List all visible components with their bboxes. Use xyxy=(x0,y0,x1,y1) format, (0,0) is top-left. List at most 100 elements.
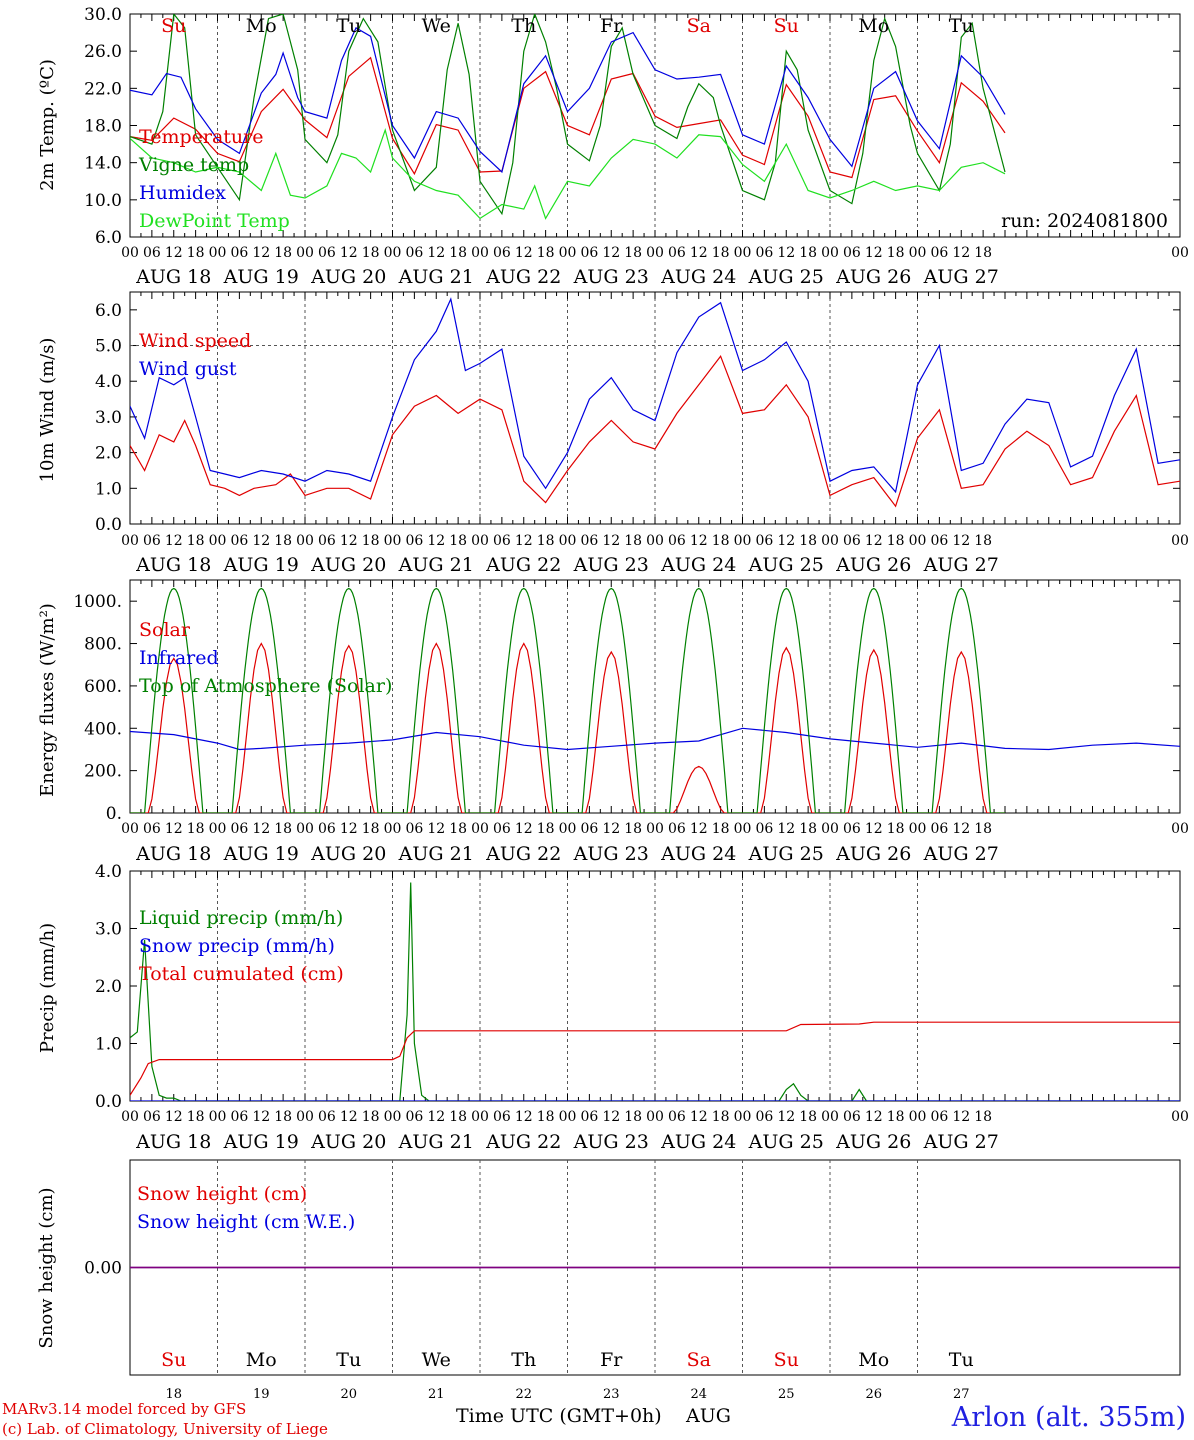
hour-tick-label: 00 xyxy=(821,1109,839,1125)
series-group xyxy=(130,882,1180,1101)
legend-entry: Vigne temp xyxy=(138,154,249,176)
date-label: AUG 25 xyxy=(748,266,824,288)
hour-tick-label: 00 xyxy=(821,245,839,261)
hour-tick-label: 06 xyxy=(405,821,423,837)
date-label: AUG 22 xyxy=(485,1131,561,1153)
hour-tick-label: 00 xyxy=(121,821,139,837)
y-axis-label: Snow height (cm) xyxy=(36,1187,57,1348)
hour-tick-label: 00 xyxy=(209,245,227,261)
hour-tick-label: 00 xyxy=(296,1109,314,1125)
hour-tick-label: 06 xyxy=(930,533,948,549)
hour-tick-label: 06 xyxy=(668,1109,686,1125)
hour-tick-label: 06 xyxy=(930,1109,948,1125)
y-tick-label: 2.0 xyxy=(95,977,122,997)
weekday-label: We xyxy=(422,15,451,37)
hour-tick-label: 18 xyxy=(537,533,555,549)
day-number: 24 xyxy=(690,1387,707,1402)
hour-tick-label: 06 xyxy=(493,1109,511,1125)
hour-tick-label: 00 xyxy=(909,245,927,261)
hour-tick-label: 00 xyxy=(909,1109,927,1125)
weekday-label: Mo xyxy=(246,1349,277,1371)
hour-tick-label: 12 xyxy=(602,245,620,261)
y-tick-label: 200. xyxy=(84,762,122,782)
hour-tick-label: 12 xyxy=(865,1109,883,1125)
hour-tick-label: 18 xyxy=(187,1109,205,1125)
hour-tick-label: 12 xyxy=(952,245,970,261)
day-number: 26 xyxy=(865,1387,882,1402)
date-label: AUG 19 xyxy=(223,554,299,576)
hour-tick-label: 12 xyxy=(427,1109,445,1125)
hour-tick-label: 18 xyxy=(187,821,205,837)
hour-tick-label: 06 xyxy=(143,533,161,549)
legend-entry: Solar xyxy=(139,619,191,641)
hour-tick-label: 06 xyxy=(230,245,248,261)
hour-tick-label: 18 xyxy=(887,821,905,837)
hour-tick-label: 12 xyxy=(252,821,270,837)
weekday-label: Fr xyxy=(600,1349,623,1371)
date-label: AUG 18 xyxy=(135,1131,211,1153)
date-label: AUG 24 xyxy=(660,266,736,288)
hour-tick-label: 06 xyxy=(318,1109,336,1125)
hour-tick-label: 18 xyxy=(537,821,555,837)
date-label: AUG 26 xyxy=(835,266,911,288)
hour-tick-label: 12 xyxy=(952,821,970,837)
day-number: 20 xyxy=(340,1387,357,1402)
hour-tick-label: 00 xyxy=(734,245,752,261)
hour-tick-label: 06 xyxy=(668,533,686,549)
weekday-label: Sa xyxy=(687,15,711,37)
hour-tick-label: 12 xyxy=(340,245,358,261)
hour-tick-label: 06 xyxy=(230,533,248,549)
hour-tick-label: 12 xyxy=(252,1109,270,1125)
hour-tick-label: 18 xyxy=(362,245,380,261)
hour-tick-label: 06 xyxy=(755,533,773,549)
weekday-label: We xyxy=(422,1349,451,1371)
y-tick-label: 26.0 xyxy=(84,42,122,62)
hour-tick-label: 18 xyxy=(974,245,992,261)
hour-tick-label: 00 xyxy=(821,533,839,549)
hour-tick-label: 18 xyxy=(274,1109,292,1125)
weekday-label: Th xyxy=(511,15,536,37)
hour-tick-label: 18 xyxy=(274,245,292,261)
date-label: AUG 27 xyxy=(923,843,999,865)
hour-tick-label: 12 xyxy=(602,1109,620,1125)
hour-tick-label: 00 xyxy=(296,821,314,837)
hour-tick-label: 18 xyxy=(362,533,380,549)
hour-tick-label: 00 xyxy=(384,821,402,837)
hour-tick-label: 06 xyxy=(230,1109,248,1125)
y-tick-label: 600. xyxy=(84,677,122,697)
hour-tick-label: 00 xyxy=(384,1109,402,1125)
y-tick-label: 18.0 xyxy=(84,117,122,137)
hour-tick-label: 18 xyxy=(624,245,642,261)
hour-tick-label: 00 xyxy=(559,533,577,549)
y-tick-label: 0.0 xyxy=(95,515,122,535)
weekday-label: Tu xyxy=(949,1349,974,1371)
day-number: 25 xyxy=(778,1387,795,1402)
date-label: AUG 25 xyxy=(748,1131,824,1153)
date-label: AUG 18 xyxy=(135,266,211,288)
y-tick-label: 1.0 xyxy=(95,1035,122,1055)
hour-tick-label: 18 xyxy=(974,821,992,837)
hour-tick-label: 18 xyxy=(274,533,292,549)
hour-tick-label: 12 xyxy=(340,533,358,549)
date-label: AUG 18 xyxy=(135,554,211,576)
hour-tick-label: 00 xyxy=(296,245,314,261)
day-number: 21 xyxy=(428,1387,445,1402)
hour-tick-label: 06 xyxy=(580,533,598,549)
hour-tick-label: 12 xyxy=(165,1109,183,1125)
hour-tick-label: 18 xyxy=(624,533,642,549)
hour-tick-label: 06 xyxy=(143,245,161,261)
date-label: AUG 23 xyxy=(573,843,649,865)
hour-tick-label: 00 xyxy=(471,1109,489,1125)
hour-tick-label: 18 xyxy=(449,821,467,837)
hour-tick-label: 06 xyxy=(668,245,686,261)
hour-tick-label: 12 xyxy=(690,1109,708,1125)
weekday-label: Fr xyxy=(600,15,623,37)
legend-entry: Snow height (cm) xyxy=(137,1183,307,1205)
hour-tick-label: 06 xyxy=(318,821,336,837)
hour-tick-label: 06 xyxy=(405,1109,423,1125)
series-line-solar xyxy=(130,642,1005,813)
hour-tick-label: 12 xyxy=(690,533,708,549)
hour-tick-label: 00 xyxy=(734,821,752,837)
date-label: AUG 18 xyxy=(135,843,211,865)
series-group xyxy=(130,587,1180,813)
